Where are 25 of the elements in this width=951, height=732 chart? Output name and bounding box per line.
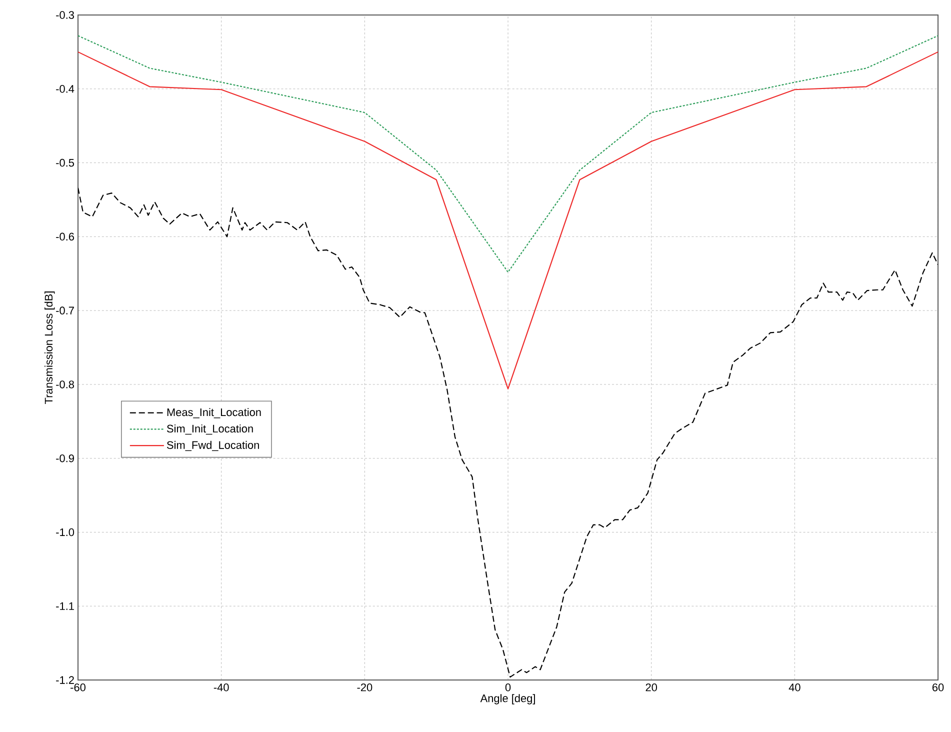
x-tick-label: -60: [70, 684, 86, 692]
x-axis-title: Angle [deg]: [480, 694, 535, 704]
legend-label: Meas_Init_Location: [167, 408, 261, 418]
line-series: [78, 51, 938, 390]
x-tick-label: 20: [646, 684, 657, 692]
y-tick-label: -0.3: [56, 11, 74, 19]
legend-label: Sim_Init_Location: [166, 424, 253, 435]
line-series: [78, 187, 938, 678]
y-tick-label: -0.8: [56, 380, 74, 388]
y-tick-label: -1.0: [56, 528, 74, 536]
x-tick-label: -20: [357, 684, 372, 692]
x-tick-label: 40: [788, 684, 800, 692]
legend-label: Sim_Fwd_Location: [166, 440, 259, 452]
y-tick-label: -0.4: [56, 85, 74, 93]
y-tick-label: -0.6: [56, 232, 74, 241]
y-tick-label: -1.1: [56, 602, 74, 610]
y-tick-label: -1.2: [56, 676, 74, 684]
y-tick-label: -0.9: [56, 454, 74, 462]
y-axis-title: Transmission Loss [dB]: [44, 292, 55, 404]
line-series: [78, 35, 938, 273]
x-tick-label: 0: [505, 684, 511, 692]
y-tick-label: -0.7: [56, 306, 74, 314]
x-tick-label: 60: [932, 684, 944, 692]
x-tick-label: -40: [214, 684, 229, 692]
y-tick-label: -0.5: [56, 158, 74, 167]
